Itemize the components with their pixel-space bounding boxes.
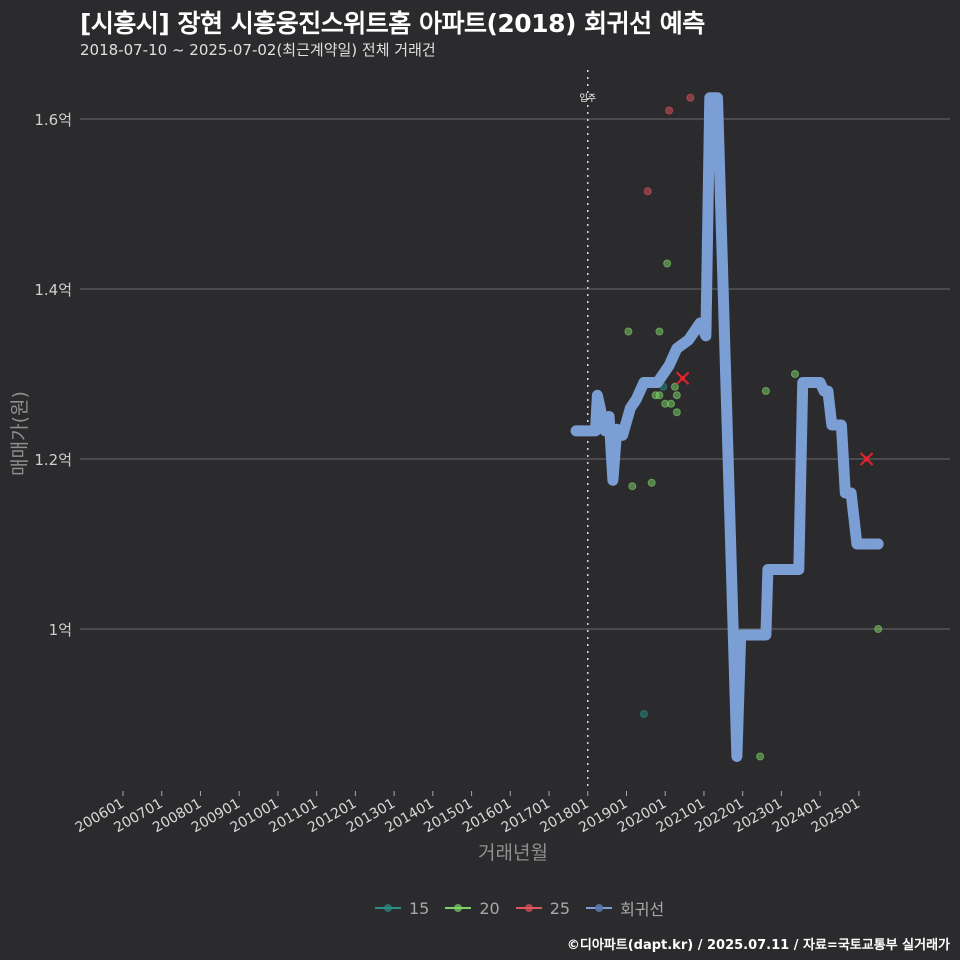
legend-item-regression: 회귀선 xyxy=(586,896,664,920)
data-point xyxy=(647,478,656,487)
legend-swatch-icon xyxy=(515,904,542,912)
y-tick-label: 1.6억 xyxy=(34,111,72,129)
y-tick-label: 1.2억 xyxy=(34,451,72,469)
data-point xyxy=(670,382,679,391)
move-in-label: 입주 xyxy=(579,92,596,104)
data-point xyxy=(663,259,672,268)
data-point xyxy=(667,399,676,408)
data-point xyxy=(686,93,695,102)
legend-label: 20 xyxy=(479,898,500,918)
legend-item-20: 20 xyxy=(445,898,500,918)
legend-label: 25 xyxy=(549,898,571,918)
y-tick-label: 1억 xyxy=(49,621,72,639)
data-point xyxy=(628,482,637,491)
predicted-dot xyxy=(680,375,686,381)
footer-credit: ©디아파트(dapt.kr) / 2025.07.11 / 자료=국토교통부 실… xyxy=(566,938,950,953)
data-point xyxy=(643,187,652,196)
data-point xyxy=(655,391,664,400)
chart-subtitle: 2018-07-10 ~ 2025-07-02(최근계약일) 전체 거래건 xyxy=(80,41,436,59)
data-point xyxy=(874,625,883,633)
data-point xyxy=(672,408,681,417)
data-point xyxy=(790,370,799,378)
data-point xyxy=(665,106,674,115)
legend-label: 15 xyxy=(409,898,430,918)
chart-title: [시흥시] 장현 시흥웅진스위트홈 아파트(2018) 회귀선 예측 xyxy=(80,9,705,38)
data-point xyxy=(639,710,648,718)
legend-swatch-icon xyxy=(586,904,613,912)
legend-label: 회귀선 xyxy=(620,900,665,919)
y-tick-label: 1.4억 xyxy=(34,281,72,299)
legend-swatch-icon xyxy=(375,904,401,912)
data-point xyxy=(624,327,633,336)
legend-item-15: 15 xyxy=(375,899,429,918)
legend-swatch-icon xyxy=(445,904,472,912)
legend-item-25: 25 xyxy=(515,898,571,918)
data-point xyxy=(655,327,664,336)
data-point xyxy=(672,391,681,400)
legend: 15 20 25 회귀선 xyxy=(375,896,670,920)
y-axis-label: 매매가(원) xyxy=(8,391,31,476)
data-point xyxy=(756,752,765,761)
predicted-dot xyxy=(864,456,870,462)
x-axis-label: 거래년월 xyxy=(478,842,548,864)
regression-line xyxy=(570,92,884,762)
data-point xyxy=(761,387,770,395)
